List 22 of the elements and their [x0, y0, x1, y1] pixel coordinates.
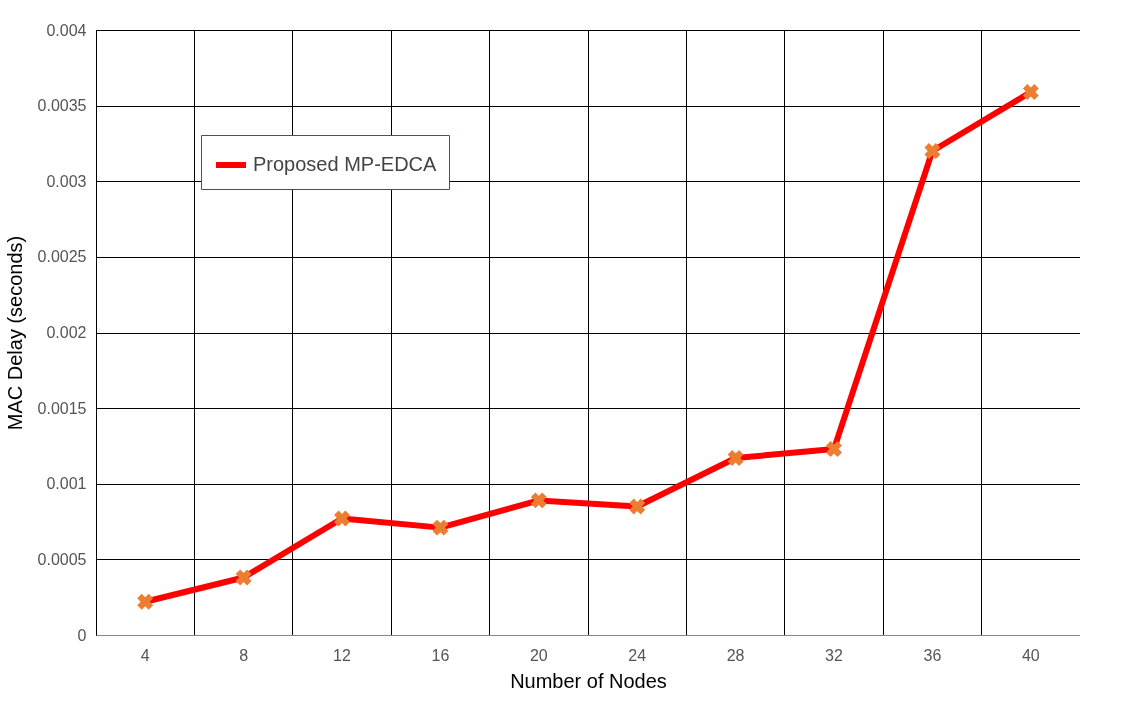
y-tick-label: 0 [77, 626, 87, 644]
x-axis-title: Number of Nodes [510, 669, 667, 692]
y-tick-label: 0.001 [46, 475, 87, 493]
x-tick-label: 16 [431, 646, 450, 664]
y-tick-label: 0.0025 [37, 248, 87, 266]
x-tick-label: 20 [529, 646, 548, 664]
y-axis-title: MAC Delay (seconds) [3, 235, 26, 431]
y-tick-label: 0.004 [46, 21, 87, 39]
y-tick-label: 0.0005 [37, 550, 87, 568]
x-tick-label: 40 [1021, 646, 1040, 664]
y-tick-label: 0.002 [46, 324, 87, 341]
y-tick-label: 0.003 [46, 172, 87, 190]
x-tick-label: 4 [140, 646, 150, 664]
x-tick-label: 12 [333, 646, 351, 664]
x-tick-label: 28 [726, 646, 745, 664]
legend-label: Proposed MP-EDCA [253, 153, 438, 175]
y-tick-label: 0.0015 [37, 399, 87, 417]
x-tick-label: 8 [239, 646, 249, 664]
x-tick-label: 36 [923, 646, 942, 664]
x-tick-label: 32 [825, 646, 843, 664]
x-tick-label: 24 [628, 646, 647, 664]
y-tick-label: 0.0035 [37, 97, 87, 115]
